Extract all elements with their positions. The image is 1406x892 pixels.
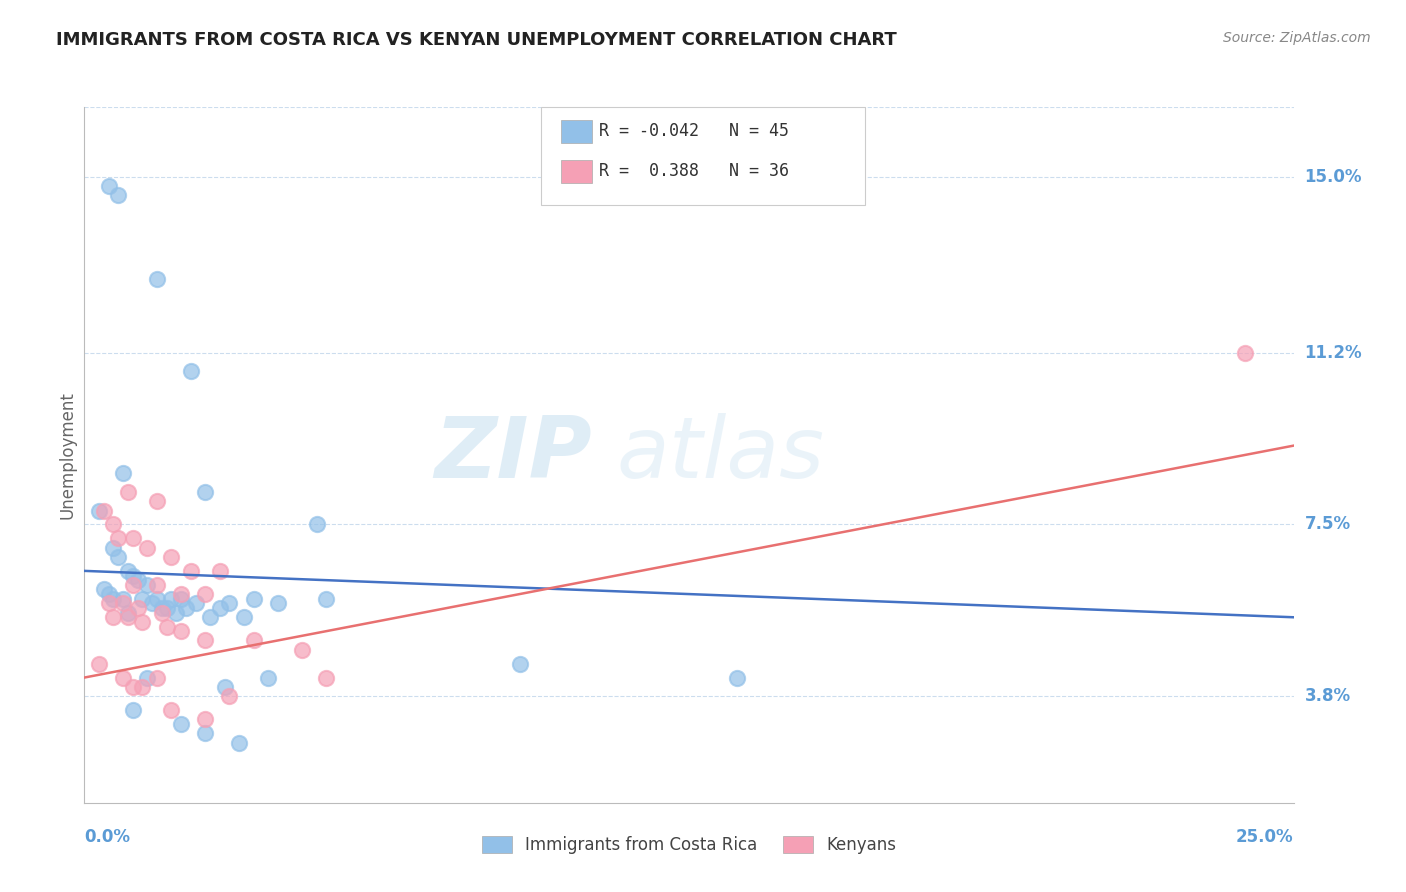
- Point: [218, 689, 240, 703]
- Point: [198, 610, 221, 624]
- Point: [87, 503, 110, 517]
- Point: [112, 467, 135, 481]
- Point: [146, 671, 169, 685]
- Point: [103, 541, 125, 555]
- Point: [97, 178, 120, 193]
- Point: [228, 735, 250, 749]
- Point: [146, 494, 169, 508]
- Point: [136, 578, 159, 592]
- Point: [112, 596, 135, 610]
- Point: [208, 564, 231, 578]
- Point: [174, 601, 197, 615]
- Point: [150, 601, 173, 615]
- Point: [87, 657, 110, 671]
- Point: [146, 591, 169, 606]
- Point: [170, 591, 193, 606]
- Text: 3.8%: 3.8%: [1305, 687, 1351, 705]
- Point: [315, 671, 337, 685]
- Text: atlas: atlas: [616, 413, 824, 497]
- Point: [208, 601, 231, 615]
- Point: [194, 587, 217, 601]
- Point: [194, 712, 217, 726]
- Point: [127, 573, 149, 587]
- Text: R =  0.388   N = 36: R = 0.388 N = 36: [599, 162, 789, 180]
- Point: [180, 564, 202, 578]
- Point: [291, 642, 314, 657]
- Y-axis label: Unemployment: Unemployment: [58, 391, 76, 519]
- Point: [117, 485, 139, 500]
- Point: [315, 591, 337, 606]
- Point: [160, 703, 183, 717]
- Text: R = -0.042   N = 45: R = -0.042 N = 45: [599, 122, 789, 140]
- Point: [136, 671, 159, 685]
- Text: 15.0%: 15.0%: [1305, 168, 1362, 186]
- Text: 25.0%: 25.0%: [1236, 828, 1294, 846]
- Point: [170, 587, 193, 601]
- Point: [184, 596, 207, 610]
- Point: [93, 503, 115, 517]
- Point: [121, 578, 143, 592]
- Point: [160, 549, 183, 564]
- Point: [103, 610, 125, 624]
- Point: [194, 485, 217, 500]
- Point: [97, 587, 120, 601]
- Point: [121, 532, 143, 546]
- Point: [170, 624, 193, 639]
- Point: [131, 615, 153, 629]
- Point: [233, 610, 256, 624]
- Point: [97, 596, 120, 610]
- Point: [103, 517, 125, 532]
- Point: [155, 601, 177, 615]
- Point: [509, 657, 531, 671]
- Point: [121, 680, 143, 694]
- Point: [160, 591, 183, 606]
- Legend: Immigrants from Costa Rica, Kenyans: Immigrants from Costa Rica, Kenyans: [475, 829, 903, 861]
- Point: [131, 680, 153, 694]
- Point: [93, 582, 115, 597]
- Point: [194, 633, 217, 648]
- Text: 0.0%: 0.0%: [84, 828, 131, 846]
- Point: [141, 596, 163, 610]
- Point: [242, 591, 264, 606]
- Point: [170, 717, 193, 731]
- Point: [127, 601, 149, 615]
- Point: [267, 596, 290, 610]
- Point: [242, 633, 264, 648]
- Point: [136, 541, 159, 555]
- Text: 7.5%: 7.5%: [1305, 516, 1351, 533]
- Point: [117, 610, 139, 624]
- Text: ZIP: ZIP: [434, 413, 592, 497]
- Point: [121, 703, 143, 717]
- Point: [107, 549, 129, 564]
- Point: [117, 564, 139, 578]
- Point: [165, 606, 187, 620]
- Point: [131, 591, 153, 606]
- Point: [107, 532, 129, 546]
- Point: [146, 271, 169, 285]
- Point: [112, 591, 135, 606]
- Point: [257, 671, 280, 685]
- Point: [155, 619, 177, 633]
- Point: [107, 188, 129, 202]
- Point: [194, 726, 217, 740]
- Point: [121, 568, 143, 582]
- Point: [112, 671, 135, 685]
- Point: [305, 517, 328, 532]
- Point: [150, 606, 173, 620]
- Point: [103, 591, 125, 606]
- Point: [180, 364, 202, 378]
- Text: 11.2%: 11.2%: [1305, 344, 1362, 362]
- Point: [725, 671, 748, 685]
- Point: [218, 596, 240, 610]
- Point: [214, 680, 236, 694]
- Text: IMMIGRANTS FROM COSTA RICA VS KENYAN UNEMPLOYMENT CORRELATION CHART: IMMIGRANTS FROM COSTA RICA VS KENYAN UNE…: [56, 31, 897, 49]
- Point: [146, 578, 169, 592]
- Text: Source: ZipAtlas.com: Source: ZipAtlas.com: [1223, 31, 1371, 45]
- Point: [117, 606, 139, 620]
- Point: [1234, 346, 1257, 360]
